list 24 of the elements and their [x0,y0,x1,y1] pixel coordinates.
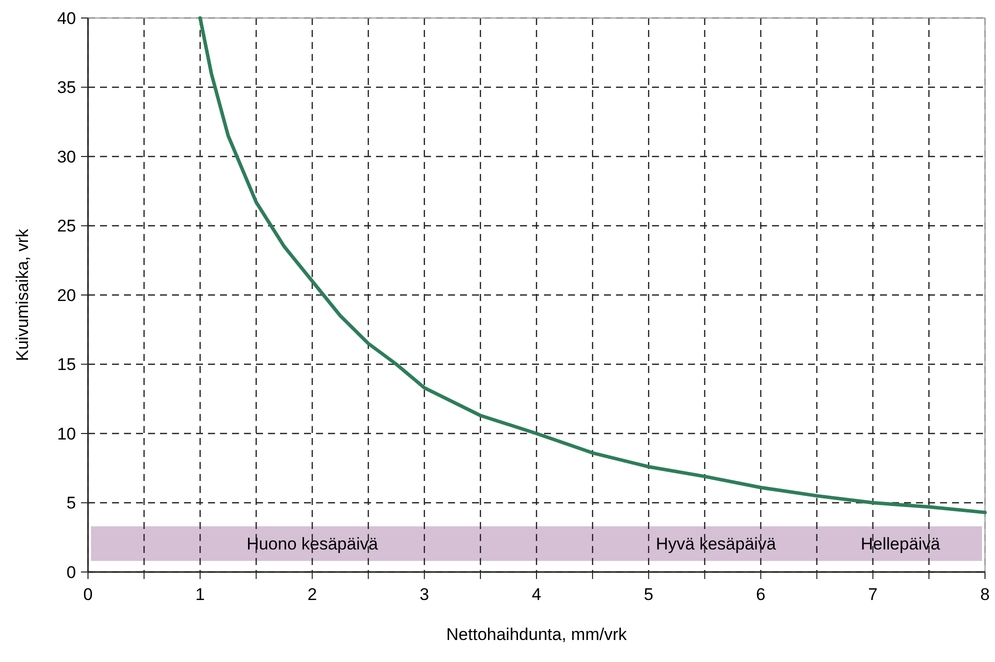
x-tick-label: 3 [420,585,430,604]
y-tick-label: 5 [66,494,76,513]
y-axis-title: Kuivumisaika, vrk [13,228,32,362]
y-tick-label: 35 [57,78,76,98]
y-tick-label: 40 [57,8,76,28]
x-tick-label: 6 [756,585,766,604]
annotation: Hellepäivä [860,534,941,554]
x-tick-label: 7 [868,585,878,604]
y-tick-label: 25 [57,216,76,236]
y-tick-label: 10 [57,424,76,444]
x-axis-title: Nettohaihdunta, mm/vrk [446,625,628,644]
x-tick-label: 5 [644,585,654,604]
y-tick-label: 15 [57,355,76,374]
x-tick-label: 8 [980,585,990,604]
x-tick-label: 2 [308,585,317,604]
x-tick-label: 0 [83,585,93,604]
x-tick-label: 1 [195,585,205,604]
y-tick-label: 20 [57,286,76,305]
y-tick-label: 30 [57,147,76,166]
y-tick-label: 0 [66,562,76,582]
annotation: Hyvä kesäpäivä [656,534,776,554]
annotation: Huono kesäpäivä [246,534,378,554]
line-series [198,16,987,514]
x-tick-label: 4 [532,585,542,604]
